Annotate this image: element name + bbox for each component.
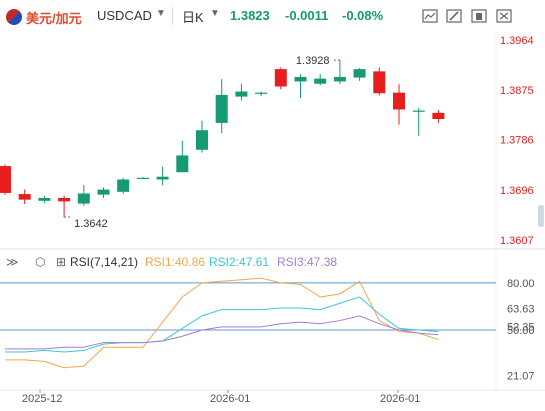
pair-name[interactable]: 美元/加元 — [26, 11, 82, 26]
collapse-icon[interactable]: ≫ — [6, 255, 19, 269]
candle-body — [0, 166, 11, 193]
price-change: -0.0011 — [285, 8, 329, 23]
rsi2-line — [5, 296, 439, 353]
indicator-box-icon[interactable]: ⊞ — [56, 255, 67, 269]
price-tick-label: 1.3964 — [500, 35, 534, 47]
candle-body — [77, 193, 90, 204]
last-price: 1.3823 — [230, 8, 270, 23]
high-annotation: 1.3928 — [296, 55, 330, 67]
rsi1-line — [5, 277, 439, 369]
chart-header: 美元/加元 USDCAD ▼ 日K ▼ 1.3823 -0.0011 -0.08… — [0, 0, 545, 32]
price-change-pct: -0.08% — [342, 8, 384, 23]
x-tick-label: 2026-01 — [210, 393, 250, 405]
x-tick-label: 2026-01 — [380, 393, 420, 405]
price-tick-label: 1.3786 — [500, 135, 534, 147]
price-tick-label: 1.3607 — [500, 235, 534, 247]
candle-body — [314, 78, 327, 84]
rsi-tick-label: 50.00 — [507, 325, 535, 337]
candle-body — [97, 189, 110, 195]
pen-icon[interactable] — [445, 8, 463, 24]
rsi-tick-label: 80.00 — [507, 278, 535, 290]
candle-body — [373, 71, 386, 94]
price-tick-label: 1.3696 — [500, 185, 534, 197]
candle-body — [196, 130, 208, 150]
candle-body — [215, 94, 228, 123]
fullscreen-icon[interactable] — [495, 8, 513, 24]
candle-body — [393, 92, 405, 110]
line-chart-icon[interactable] — [421, 8, 439, 24]
rsi-tick-label: 63.63 — [507, 304, 535, 316]
candle-body — [18, 194, 31, 200]
candle-body — [333, 76, 346, 82]
rsi-legend: ≫ ⬡ ⊞ RSI(7,14,21) RSI1:40.86 RSI2:47.61… — [0, 252, 545, 272]
rsi-tick-label: 21.07 — [507, 370, 535, 382]
candle-body — [255, 92, 268, 94]
scroll-handle — [538, 205, 544, 227]
candle-body — [353, 69, 366, 78]
pair-code[interactable]: USDCAD — [97, 8, 152, 23]
period-selector[interactable]: 日K — [182, 10, 204, 25]
rsi2-value: RSI2:47.61 — [209, 255, 270, 269]
chevron-down-icon[interactable]: ▼ — [210, 8, 220, 19]
candle-body — [38, 197, 51, 201]
rsi-label: RSI(7,14,21) — [70, 255, 139, 269]
candle-body — [176, 155, 189, 173]
chevron-down-icon[interactable]: ▼ — [156, 8, 166, 19]
price-tick-label: 1.3875 — [500, 85, 534, 97]
candle-body — [235, 91, 248, 97]
x-tick-label: 2025-12 — [22, 393, 62, 405]
candle-body — [274, 69, 287, 87]
candle-body — [136, 177, 149, 180]
rsi-tick-label: 52.35 — [507, 321, 535, 333]
rsi3-line — [5, 315, 439, 350]
low-annotation: 1.3642 — [74, 218, 108, 230]
us-flag-icon — [6, 9, 22, 25]
rsi3-value: RSI3:47.38 — [277, 255, 338, 269]
candle-body — [117, 179, 130, 192]
trash-icon[interactable] — [470, 8, 488, 24]
candle-body — [432, 112, 445, 119]
candle-body — [294, 76, 307, 82]
candle-body — [156, 176, 169, 180]
rsi1-value: RSI1:40.86 — [145, 255, 206, 269]
divider — [172, 7, 173, 25]
settings-icon[interactable]: ⬡ — [35, 255, 46, 269]
candle-body — [58, 197, 71, 202]
candle-body — [412, 110, 425, 112]
